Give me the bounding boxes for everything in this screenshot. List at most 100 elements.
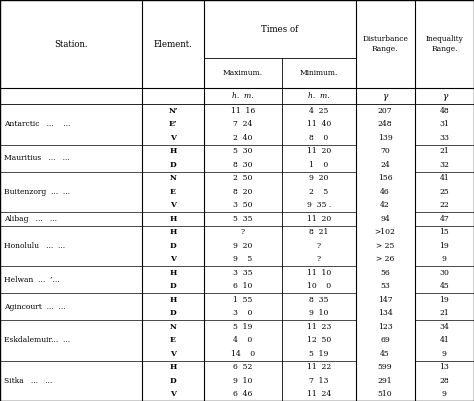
Text: 9  10: 9 10 [233, 377, 253, 385]
Text: 19: 19 [439, 296, 449, 304]
Text: D: D [170, 377, 176, 385]
Text: 1  55: 1 55 [233, 296, 253, 304]
Text: D: D [170, 161, 176, 169]
Text: 139: 139 [378, 134, 392, 142]
Text: 8  21: 8 21 [309, 229, 328, 237]
Text: H: H [169, 148, 177, 156]
Text: Sitka   ...   ...: Sitka ... ... [4, 377, 52, 385]
Text: Mauritius   ...   ...: Mauritius ... ... [4, 154, 70, 162]
Text: 11  16: 11 16 [231, 107, 255, 115]
Text: 9  20: 9 20 [309, 174, 328, 182]
Text: Alibag   ...   ...: Alibag ... ... [4, 215, 57, 223]
Text: 9  35 .: 9 35 . [307, 201, 331, 209]
Text: Eskdalemuir...  ...: Eskdalemuir... ... [4, 336, 70, 344]
Text: 599: 599 [378, 363, 392, 371]
Text: ?: ? [317, 242, 321, 250]
Text: 5  35: 5 35 [233, 215, 253, 223]
Text: 11  23: 11 23 [307, 323, 331, 331]
Text: H: H [169, 215, 177, 223]
Text: E: E [170, 336, 176, 344]
Text: 30: 30 [439, 269, 449, 277]
Text: N: N [170, 174, 176, 182]
Text: 8  20: 8 20 [233, 188, 253, 196]
Text: 147: 147 [378, 296, 392, 304]
Text: Times of: Times of [261, 24, 298, 34]
Text: 46: 46 [380, 188, 390, 196]
Text: Inequality
Range.: Inequality Range. [426, 35, 463, 53]
Text: 12  50: 12 50 [307, 336, 331, 344]
Text: H: H [169, 269, 177, 277]
Text: 9: 9 [442, 390, 447, 398]
Text: 9: 9 [442, 350, 447, 358]
Text: V: V [170, 350, 176, 358]
Text: 24: 24 [380, 161, 390, 169]
Text: D: D [170, 242, 176, 250]
Text: 2    5: 2 5 [309, 188, 328, 196]
Text: 41: 41 [439, 174, 449, 182]
Text: 123: 123 [378, 323, 392, 331]
Text: 13: 13 [439, 363, 449, 371]
Text: Agincourt  ...  ...: Agincourt ... ... [4, 303, 65, 311]
Text: 5  30: 5 30 [233, 148, 253, 156]
Text: H: H [169, 296, 177, 304]
Text: E’: E’ [169, 120, 177, 128]
Text: Antarctic   ...    ...: Antarctic ... ... [4, 120, 70, 128]
Text: 70: 70 [380, 148, 390, 156]
Text: V: V [170, 134, 176, 142]
Text: D: D [170, 309, 176, 317]
Text: 8  30: 8 30 [233, 161, 253, 169]
Text: E: E [170, 188, 176, 196]
Text: h.  m.: h. m. [232, 92, 254, 100]
Text: 4    0: 4 0 [233, 336, 253, 344]
Text: 41: 41 [439, 336, 449, 344]
Text: D: D [170, 282, 176, 290]
Text: 10    0: 10 0 [307, 282, 331, 290]
Text: Maximum.: Maximum. [223, 69, 263, 77]
Text: γ: γ [383, 92, 388, 101]
Text: 34: 34 [439, 323, 449, 331]
Text: > 25: > 25 [376, 242, 394, 250]
Text: ?: ? [241, 229, 245, 237]
Text: 510: 510 [378, 390, 392, 398]
Text: V: V [170, 390, 176, 398]
Text: 6  52: 6 52 [233, 363, 253, 371]
Text: 15: 15 [439, 229, 449, 237]
Text: 2  50: 2 50 [233, 174, 253, 182]
Text: 9  20: 9 20 [233, 242, 253, 250]
Text: 2  40: 2 40 [233, 134, 253, 142]
Text: 156: 156 [378, 174, 392, 182]
Text: 33: 33 [439, 134, 449, 142]
Text: H: H [169, 363, 177, 371]
Text: 11  22: 11 22 [307, 363, 331, 371]
Text: 47: 47 [439, 215, 449, 223]
Text: 6  10: 6 10 [233, 282, 253, 290]
Text: >102: >102 [374, 229, 396, 237]
Text: 56: 56 [380, 269, 390, 277]
Text: 14    0: 14 0 [231, 350, 255, 358]
Text: 45: 45 [380, 350, 390, 358]
Text: 4  25: 4 25 [309, 107, 328, 115]
Text: h.  m.: h. m. [308, 92, 329, 100]
Text: 9  10: 9 10 [309, 309, 328, 317]
Text: 25: 25 [439, 188, 449, 196]
Text: 11  24: 11 24 [307, 390, 331, 398]
Text: N’: N’ [168, 107, 178, 115]
Text: V: V [170, 201, 176, 209]
Text: > 26: > 26 [376, 255, 394, 263]
Text: 69: 69 [380, 336, 390, 344]
Text: V: V [170, 255, 176, 263]
Text: 19: 19 [439, 242, 449, 250]
Text: Buitenzorg  ...  ...: Buitenzorg ... ... [4, 188, 70, 196]
Text: 9    5: 9 5 [233, 255, 253, 263]
Text: 291: 291 [378, 377, 392, 385]
Text: Helwan  ...  ’...: Helwan ... ’... [4, 275, 59, 284]
Text: Minimum.: Minimum. [300, 69, 338, 77]
Text: γ: γ [442, 92, 447, 101]
Text: 11  10: 11 10 [307, 269, 331, 277]
Text: 21: 21 [439, 309, 449, 317]
Text: Element.: Element. [154, 40, 192, 49]
Text: H: H [169, 229, 177, 237]
Text: 3    0: 3 0 [233, 309, 253, 317]
Text: 134: 134 [378, 309, 392, 317]
Text: 32: 32 [439, 161, 449, 169]
